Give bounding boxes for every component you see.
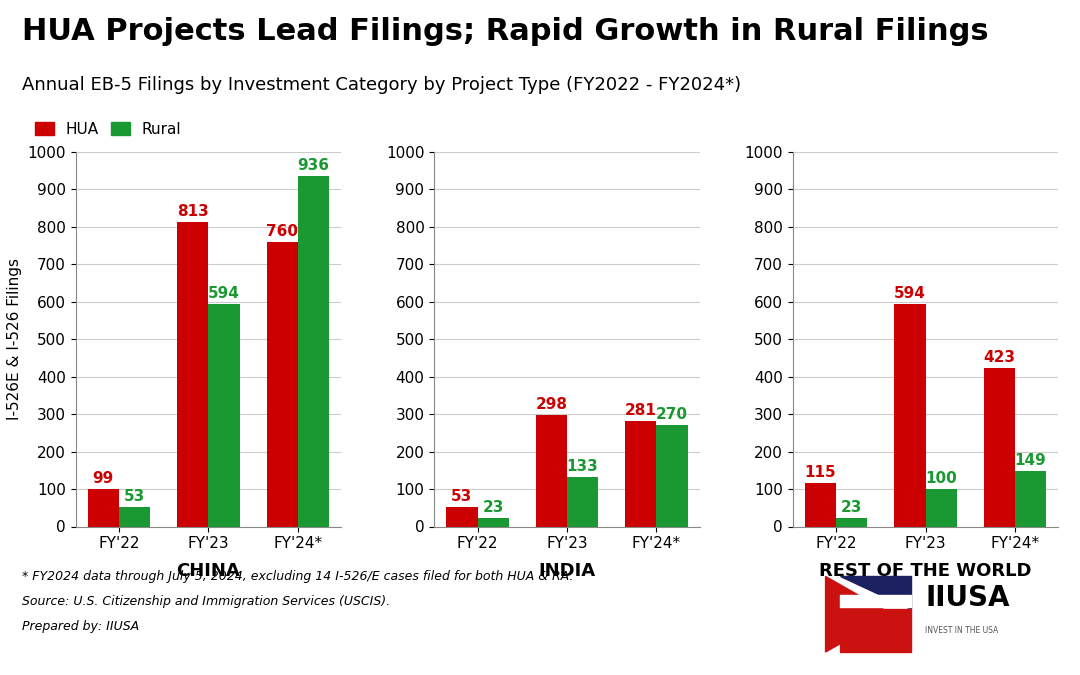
Text: 133: 133 — [567, 459, 598, 474]
Bar — [894, 304, 926, 526]
Bar — [657, 425, 688, 526]
Text: IIUSA: IIUSA — [926, 584, 1010, 612]
Bar — [298, 176, 329, 526]
Text: 23: 23 — [841, 500, 863, 515]
Text: 53: 53 — [451, 489, 473, 504]
Text: HUA Projects Lead Filings; Rapid Growth in Rural Filings: HUA Projects Lead Filings; Rapid Growth … — [22, 17, 988, 46]
Text: 594: 594 — [208, 286, 240, 301]
Bar — [477, 518, 509, 526]
Text: 423: 423 — [984, 350, 1015, 365]
Text: 594: 594 — [894, 286, 926, 301]
Bar — [836, 518, 867, 526]
Text: 23: 23 — [483, 500, 504, 515]
Polygon shape — [840, 609, 912, 652]
Bar — [984, 368, 1015, 526]
Bar — [87, 489, 119, 526]
Text: 936: 936 — [297, 158, 329, 173]
Bar — [567, 477, 598, 526]
Polygon shape — [840, 576, 912, 609]
Polygon shape — [825, 576, 892, 652]
X-axis label: CHINA: CHINA — [176, 562, 240, 580]
Text: 813: 813 — [177, 204, 208, 219]
Text: Annual EB-5 Filings by Investment Category by Project Type (FY2022 - FY2024*): Annual EB-5 Filings by Investment Catego… — [22, 76, 741, 94]
Bar — [446, 507, 477, 526]
Text: 149: 149 — [1015, 453, 1047, 468]
Text: 298: 298 — [536, 397, 567, 412]
Bar — [119, 507, 150, 526]
Text: Prepared by: IIUSA: Prepared by: IIUSA — [22, 620, 138, 632]
Bar — [625, 421, 657, 526]
Polygon shape — [840, 595, 912, 607]
Bar — [1015, 470, 1047, 526]
Bar — [926, 489, 957, 526]
Bar — [208, 304, 240, 526]
Bar — [267, 242, 298, 526]
Bar — [805, 483, 836, 526]
Text: 53: 53 — [124, 489, 145, 504]
Text: Source: U.S. Citizenship and Immigration Services (USCIS).: Source: U.S. Citizenship and Immigration… — [22, 595, 390, 608]
Y-axis label: I-526E & I-526 Filings: I-526E & I-526 Filings — [6, 259, 22, 420]
Text: 270: 270 — [656, 407, 688, 423]
Legend: HUA, Rural: HUA, Rural — [29, 115, 188, 143]
Bar — [177, 222, 208, 526]
Text: 115: 115 — [805, 466, 836, 481]
Text: 99: 99 — [93, 471, 114, 487]
Text: 281: 281 — [625, 403, 657, 418]
Text: 760: 760 — [266, 224, 298, 239]
Text: * FY2024 data through July 5, 2024, excluding 14 I-526/E cases filed for both HU: * FY2024 data through July 5, 2024, excl… — [22, 570, 573, 583]
Text: 100: 100 — [926, 471, 957, 486]
Bar — [536, 415, 567, 526]
X-axis label: REST OF THE WORLD: REST OF THE WORLD — [820, 562, 1031, 580]
Text: INVEST IN THE USA: INVEST IN THE USA — [926, 626, 999, 635]
X-axis label: INDIA: INDIA — [539, 562, 595, 580]
